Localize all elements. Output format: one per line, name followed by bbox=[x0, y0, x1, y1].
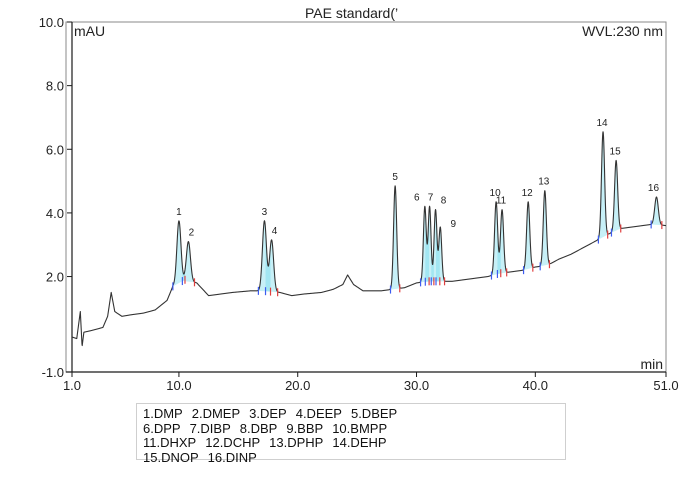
x-tick-label: 30.0 bbox=[404, 378, 429, 393]
y-unit-label: mAU bbox=[74, 23, 105, 39]
chart-title: PAE standard(’ bbox=[305, 5, 398, 21]
legend-row: 1.DMP 2.DMEP 3.DEP 4.DEEP 5.DBEP bbox=[143, 406, 559, 422]
peak-label-8: 8 bbox=[441, 196, 447, 207]
peak-label-7: 7 bbox=[428, 193, 434, 204]
legend-row: 15.DNOP 16.DINP bbox=[143, 449, 559, 466]
legend-item: 5.DBEP bbox=[350, 406, 398, 421]
legend-item: 8.DBP bbox=[239, 420, 278, 436]
x-tick-label: 10.0 bbox=[166, 378, 191, 393]
peak-label-11: 11 bbox=[496, 196, 507, 207]
legend-item: 11.DHXP bbox=[143, 435, 197, 450]
y-tick-label: 10.0 bbox=[39, 15, 64, 30]
peak-label-16: 16 bbox=[648, 183, 660, 194]
legend-item: 10.BMPP bbox=[332, 420, 388, 436]
legend-item: 9.BBP bbox=[286, 420, 324, 436]
y-tick-label: -1.0 bbox=[42, 365, 64, 380]
y-tick-label: 2.0 bbox=[46, 270, 64, 285]
peak-label-9: 9 bbox=[450, 219, 456, 230]
peak-label-1: 1 bbox=[176, 207, 182, 218]
wavelength-label: WVL:230 nm bbox=[582, 23, 663, 39]
legend-item: 3.DEP bbox=[249, 406, 287, 421]
legend-item: 7.DIBP bbox=[189, 420, 231, 436]
x-tick-label: 40.0 bbox=[523, 378, 548, 393]
peak-label-12: 12 bbox=[522, 188, 534, 199]
peak-label-4: 4 bbox=[272, 226, 278, 237]
legend-row: 11.DHXP 12.DCHP 13.DPHP 14.DEHP bbox=[143, 435, 559, 451]
y-tick-label: 4.0 bbox=[46, 206, 64, 221]
peak-label-2: 2 bbox=[189, 228, 195, 239]
x-tick-label: 51.0 bbox=[653, 378, 678, 393]
y-tick-label: 8.0 bbox=[46, 79, 64, 94]
legend-item: 13.DPHP bbox=[269, 435, 324, 450]
legend-row: 6.DPP 7.DIBP 8.DBP 9.BBP 10.BMPP bbox=[143, 420, 559, 437]
compound-legend: 1.DMP 2.DMEP 3.DEP 4.DEEP 5.DBEP 6.DPP 7.DIBP 8… bbox=[136, 403, 566, 464]
peak-label-15: 15 bbox=[610, 146, 622, 157]
x-unit-label: min bbox=[640, 356, 663, 372]
plot-frame bbox=[65, 21, 667, 373]
peak-label-10: 10 bbox=[490, 188, 502, 199]
legend-item: 16.DINP bbox=[207, 449, 257, 465]
x-tick-label: 20.0 bbox=[285, 378, 310, 393]
legend-item: 12.DCHP bbox=[205, 435, 261, 450]
x-tick-label: 1.0 bbox=[63, 378, 81, 393]
peak-label-3: 3 bbox=[262, 207, 268, 218]
y-tick-label: 6.0 bbox=[46, 142, 64, 157]
legend-item: 4.DEEP bbox=[295, 406, 342, 421]
legend-item: 6.DPP bbox=[143, 420, 181, 436]
chromatogram-chart: 1.0 10.0 20.0 30.0 40.0 51.0 -1.0 2.0 4.0 6.0 8.0… bbox=[39, 5, 679, 393]
legend-item: 1.DMP bbox=[143, 406, 183, 421]
legend-item: 14.DEHP bbox=[332, 435, 387, 450]
legend-item: 15.DNOP bbox=[143, 449, 199, 465]
legend-item: 2.DMEP bbox=[191, 406, 241, 421]
peak-label-5: 5 bbox=[392, 172, 398, 183]
peak-label-13: 13 bbox=[538, 177, 550, 188]
peak-label-6: 6 bbox=[414, 193, 420, 204]
chromatogram-trace bbox=[71, 131, 667, 347]
peak-label-14: 14 bbox=[596, 118, 608, 129]
